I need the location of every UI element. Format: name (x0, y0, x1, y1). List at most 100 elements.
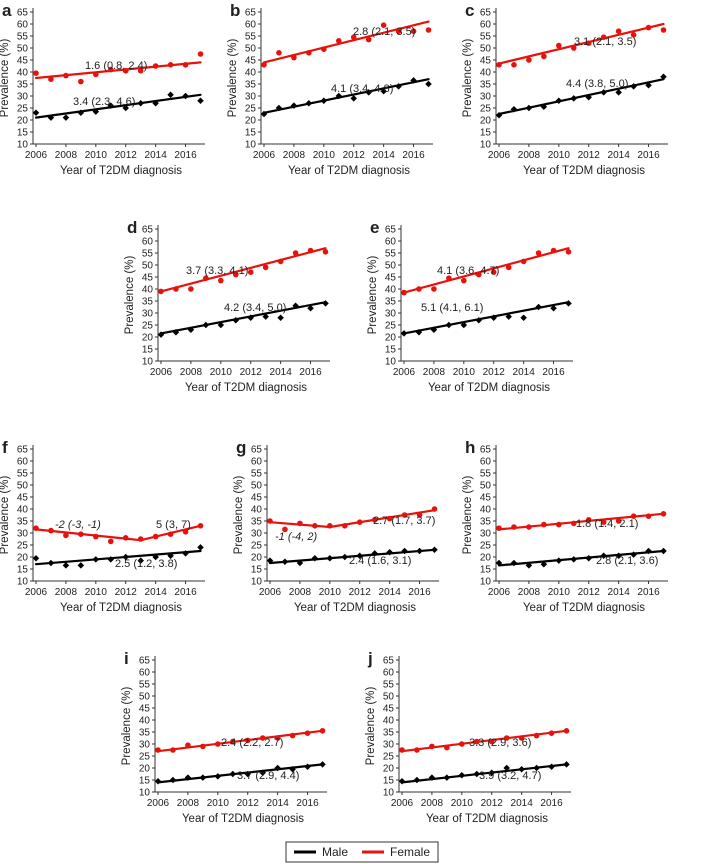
data-point-male (137, 99, 144, 107)
data-point-male (62, 114, 70, 121)
x-axis-label: Year of T2DM diagnosis (60, 165, 182, 177)
y-tick-label: 35 (17, 80, 29, 91)
y-axis-label: Prevalence (%) (365, 687, 377, 766)
data-point-male (335, 92, 343, 100)
y-tick-label: 10 (383, 788, 395, 799)
y-tick-label: 15 (142, 345, 154, 356)
data-point-female (276, 50, 282, 56)
annotation-male: 4.1 (3.4, 4.8) (331, 83, 393, 95)
data-point-male (615, 552, 622, 560)
annotation-female: -1 (-4, 2) (275, 531, 318, 543)
y-tick-label: 65 (139, 656, 151, 667)
data-point-female (526, 524, 532, 530)
data-point-male (550, 304, 557, 312)
x-tick-label: 2014 (608, 587, 631, 598)
y-tick-label: 10 (480, 140, 492, 151)
data-point-female (630, 32, 637, 38)
data-point-male (62, 562, 70, 569)
x-tick-label: 2012 (240, 367, 263, 378)
data-point-male (304, 763, 311, 771)
data-point-male (341, 553, 349, 561)
y-tick-label: 15 (480, 565, 492, 576)
trend-line-male (159, 301, 327, 335)
data-point-female (645, 24, 652, 31)
data-point-female (505, 264, 512, 271)
x-tick-label: 2016 (299, 367, 322, 378)
x-axis-label: Year of T2DM diagnosis (60, 602, 182, 614)
data-point-male (540, 560, 548, 568)
y-tick-label: 40 (17, 68, 29, 79)
annotation-female: 5 (3, 7) (156, 519, 191, 531)
data-point-male (518, 765, 525, 773)
panel-letter: i (124, 649, 129, 668)
data-point-male (431, 546, 438, 554)
data-point-female (137, 68, 144, 74)
x-tick-label: 2012 (115, 150, 138, 161)
x-tick-label: 2010 (548, 587, 571, 598)
data-point-male (154, 777, 162, 785)
data-point-male (356, 552, 363, 560)
data-point-female (312, 523, 318, 529)
series-female: -1 (-4, 2) 2.7 (1.7, 3.7) (267, 506, 438, 543)
data-point-male (503, 764, 510, 772)
data-point-female (550, 247, 557, 254)
data-point-female (122, 535, 129, 541)
data-point-male (565, 300, 572, 307)
data-point-male (32, 109, 40, 117)
data-point-female (444, 744, 450, 751)
data-point-female (473, 738, 480, 745)
y-tick-label: 30 (480, 529, 492, 540)
y-tick-label: 35 (139, 728, 151, 739)
y-tick-label: 10 (142, 357, 154, 368)
annotation-female: 3.7 (3.3, 4.1) (186, 265, 248, 277)
x-tick-label: 2010 (313, 150, 336, 161)
trend-line-female (159, 247, 327, 293)
annotation-female: 2.4 (2.2, 2.7) (221, 737, 283, 749)
legend-label-female: Female (390, 845, 430, 859)
y-tick-label: 20 (480, 553, 492, 564)
y-tick-label: 25 (17, 541, 29, 552)
y-tick-label: 60 (480, 20, 492, 31)
panel-letter: b (230, 1, 240, 20)
data-point-female (356, 519, 363, 525)
data-point-female (401, 512, 408, 518)
data-point-female (304, 730, 311, 736)
data-point-female (107, 66, 114, 73)
y-tick-label: 25 (383, 752, 395, 763)
y-tick-label: 55 (251, 469, 263, 480)
x-tick-label: 2014 (511, 798, 534, 809)
data-point-male (585, 93, 592, 101)
data-point-male (307, 304, 314, 312)
y-tick-label: 30 (245, 92, 257, 103)
y-tick-label: 40 (17, 505, 29, 516)
trend-line-female (262, 20, 430, 64)
data-point-male (585, 554, 592, 562)
data-point-female (615, 518, 622, 524)
data-point-female (570, 520, 577, 527)
data-point-female (335, 38, 342, 44)
data-point-female (33, 525, 39, 531)
x-tick-label: 2008 (518, 150, 541, 161)
data-point-male (428, 774, 436, 781)
y-tick-label: 55 (139, 680, 151, 691)
y-tick-label: 30 (385, 309, 397, 320)
data-point-female (319, 728, 326, 734)
trend-line-male (497, 549, 665, 567)
series-male: 4.1 (3.4, 4.8) (260, 77, 432, 118)
data-point-female (182, 529, 189, 535)
data-point-male (416, 547, 423, 555)
data-point-male (350, 95, 357, 102)
x-tick-label: 2016 (174, 150, 197, 161)
y-tick-label: 35 (385, 297, 397, 308)
y-tick-label: 10 (139, 788, 151, 799)
data-point-female (229, 738, 236, 745)
y-tick-label: 25 (251, 541, 263, 552)
panel-letter: g (236, 438, 246, 457)
annotation-male: 2.4 (1.6, 3.1) (349, 555, 411, 567)
y-tick-label: 60 (17, 20, 29, 31)
data-point-male (600, 89, 607, 96)
data-point-female (291, 54, 297, 61)
y-tick-label: 55 (17, 469, 29, 480)
y-tick-label: 20 (142, 333, 154, 344)
